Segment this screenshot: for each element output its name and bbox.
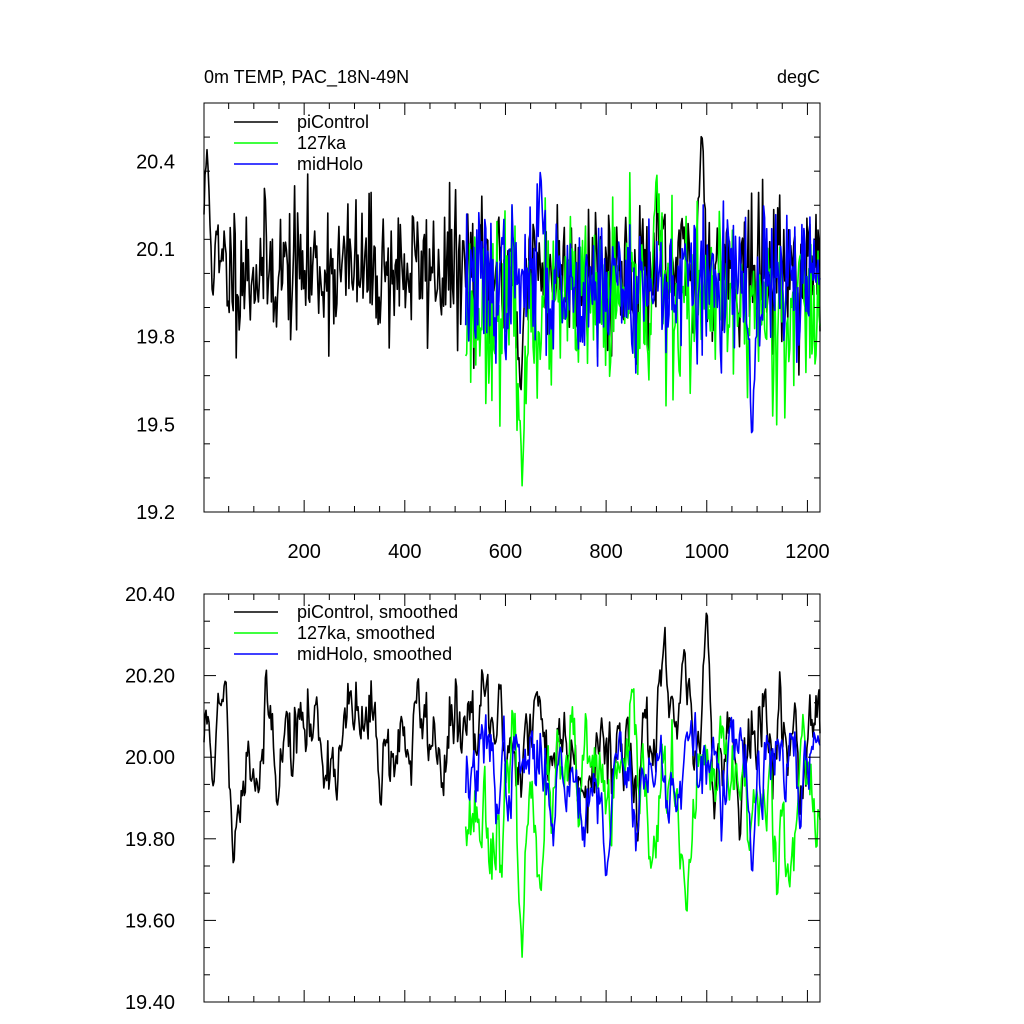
x-tick-label: 200 xyxy=(287,541,320,563)
legend-label: midHolo, smoothed xyxy=(297,644,452,664)
y-tick-label: 19.2 xyxy=(136,502,175,524)
x-tick-label: 800 xyxy=(589,541,622,563)
legend-label: 127ka xyxy=(297,133,347,153)
y-tick-label: 19.40 xyxy=(125,992,175,1014)
legend-label: 127ka, smoothed xyxy=(297,623,435,643)
y-tick-label: 20.20 xyxy=(125,666,175,688)
y-tick-label: 19.80 xyxy=(125,829,175,851)
legend-label: piControl, smoothed xyxy=(297,602,458,622)
legend-label: midHolo xyxy=(297,154,363,174)
y-tick-label: 20.40 xyxy=(125,584,175,606)
legend-label: piControl xyxy=(297,112,369,132)
y-tick-label: 19.5 xyxy=(136,414,175,436)
x-tick-label: 1000 xyxy=(685,541,730,563)
series-line-midholo xyxy=(464,171,821,434)
series-line-picontrol xyxy=(203,612,821,864)
x-tick-label: 600 xyxy=(489,541,522,563)
series-line-midholo xyxy=(464,711,821,877)
x-tick-label: 1200 xyxy=(785,541,830,563)
y-tick-label: 20.00 xyxy=(125,747,175,769)
chart-title: 0m TEMP, PAC_18N-49N xyxy=(204,67,409,88)
y-tick-label: 20.1 xyxy=(136,239,175,261)
y-tick-label: 19.60 xyxy=(125,910,175,932)
units-label: degC xyxy=(777,67,820,87)
plot-frame xyxy=(203,593,821,1003)
x-tick-label: 400 xyxy=(388,541,421,563)
y-tick-label: 20.4 xyxy=(136,151,175,173)
top-panel: 19.2 19.5 19.8 20.1 20.4 200 400 600 800 1000 1200… xyxy=(136,102,830,563)
y-tick-label: 19.8 xyxy=(136,327,175,349)
bottom-panel: 19.40 19.60 19.80 20.00 20.20 20.40 piControl,… xyxy=(125,584,821,1014)
